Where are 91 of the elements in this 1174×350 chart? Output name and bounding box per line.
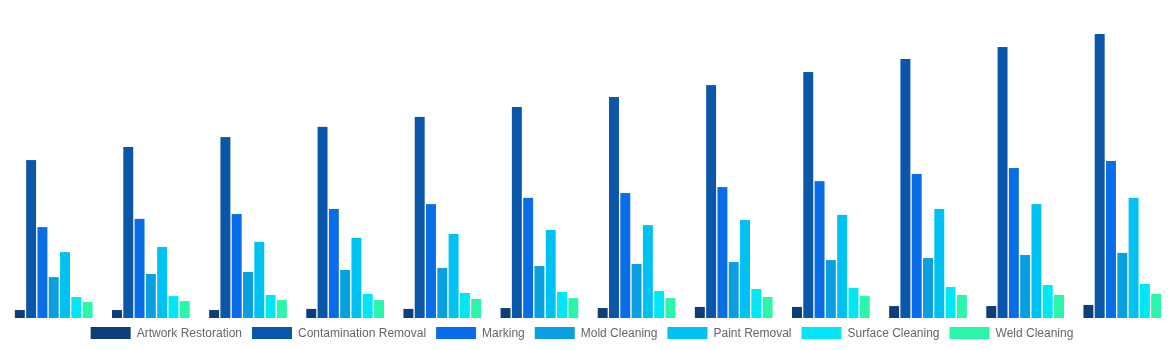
legend-label: Weld Cleaning: [995, 326, 1074, 340]
bar: [911, 174, 922, 318]
bar: [534, 266, 545, 318]
bar: [414, 116, 425, 318]
bar: [803, 72, 814, 318]
bar: [14, 310, 25, 318]
legend-label: Artwork Restoration: [136, 326, 243, 340]
bar: [1117, 252, 1128, 318]
bar: [609, 97, 619, 318]
bar: [859, 296, 870, 318]
bar: [986, 306, 997, 318]
legend-label: Marking: [482, 326, 525, 340]
bar: [597, 308, 608, 318]
bar: [934, 208, 945, 318]
bar: [665, 298, 676, 318]
bar: [276, 300, 287, 318]
bar: [511, 106, 522, 318]
bar: [471, 298, 482, 318]
bar: [317, 126, 328, 318]
bar: [1106, 160, 1116, 318]
bar: [1139, 283, 1150, 318]
bar: [426, 204, 436, 318]
bar: [179, 300, 190, 318]
bar: [792, 306, 802, 318]
bar: [265, 295, 276, 318]
bar: [1128, 197, 1139, 318]
bar: [351, 237, 362, 318]
bar: [523, 197, 534, 318]
bar: [837, 214, 848, 318]
bar: [134, 218, 145, 318]
bar: [631, 264, 642, 318]
bar: [362, 293, 373, 318]
bar: [1094, 34, 1105, 318]
bar: [751, 289, 762, 318]
bar: [145, 273, 156, 318]
bar: [82, 302, 93, 318]
bar: [889, 306, 900, 318]
bar: [945, 287, 956, 318]
bar: [60, 252, 70, 318]
bar: [762, 296, 773, 318]
bar: [328, 208, 339, 318]
bar: [900, 58, 911, 318]
bar: [825, 260, 836, 318]
bar: [112, 310, 122, 318]
bar: [1054, 295, 1064, 318]
bar: [340, 270, 351, 318]
bar: [306, 308, 317, 318]
bar: [740, 220, 750, 318]
bar: [1020, 254, 1031, 318]
bar: [48, 277, 59, 318]
bar: [997, 47, 1008, 318]
bar: [1031, 204, 1042, 318]
bar: [956, 295, 967, 318]
bar: [168, 296, 179, 318]
bar: [71, 296, 82, 318]
bar: [1008, 168, 1019, 318]
bar: [231, 214, 242, 318]
bar: [848, 287, 859, 318]
legend-label: Paint Removal: [713, 326, 792, 340]
bar: [642, 225, 653, 318]
bar: [1083, 304, 1094, 318]
bar: [500, 308, 511, 318]
bar: [728, 262, 739, 318]
bar: [209, 310, 220, 318]
bar: [157, 247, 168, 318]
legend-label: Surface Cleaning: [847, 326, 940, 340]
bar: [403, 308, 414, 318]
bar: [123, 147, 134, 318]
legend-label: Mold Cleaning: [580, 326, 658, 340]
bar: [1042, 285, 1053, 318]
bar: [448, 233, 459, 318]
bar: [1151, 293, 1162, 318]
bar: [568, 298, 579, 318]
bar: [254, 241, 265, 318]
bar: [243, 271, 253, 318]
bar: [220, 137, 231, 318]
bar: [706, 85, 717, 318]
bar: [557, 291, 567, 318]
bar: [437, 268, 448, 318]
bar: [545, 229, 556, 318]
bar: [374, 300, 384, 318]
bar: [26, 160, 37, 318]
bar: [654, 291, 665, 318]
bar: [717, 187, 728, 318]
bar: [694, 306, 705, 318]
bar: [37, 227, 48, 318]
bar: [459, 293, 470, 318]
bar: [923, 258, 933, 318]
legend-label: Contamination Removal: [298, 326, 427, 340]
bar: [620, 193, 631, 318]
bar: [814, 181, 825, 318]
